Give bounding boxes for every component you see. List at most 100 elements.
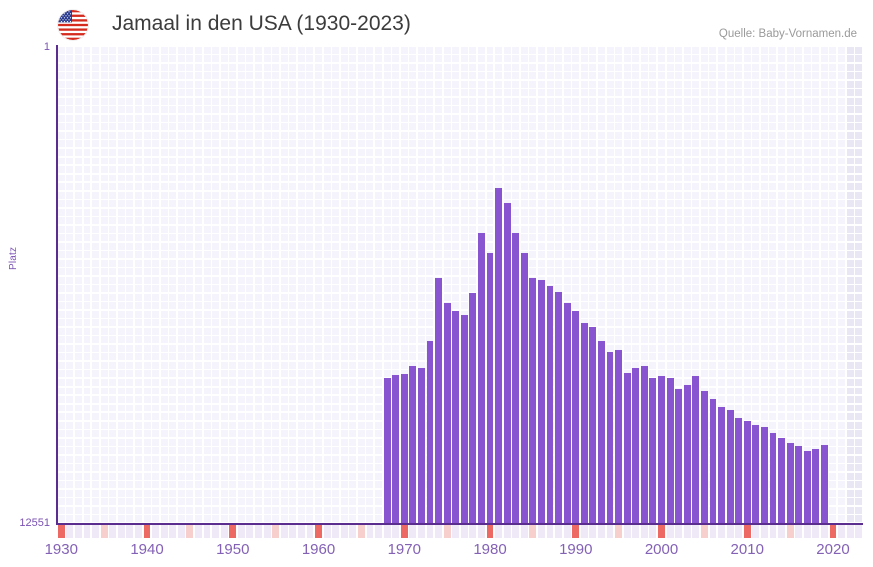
bar[interactable]: [409, 366, 417, 523]
bar[interactable]: [529, 278, 537, 523]
bar[interactable]: [666, 378, 674, 523]
gridline-horizontal: [57, 309, 863, 311]
bar[interactable]: [820, 445, 828, 523]
x-tick-minor: [83, 525, 91, 538]
gridline-horizontal: [57, 402, 863, 405]
bar[interactable]: [563, 303, 571, 523]
bar[interactable]: [709, 399, 717, 523]
bar[interactable]: [632, 368, 640, 523]
bar[interactable]: [683, 385, 691, 523]
x-axis-line: [56, 523, 863, 525]
bar[interactable]: [606, 352, 614, 523]
bar[interactable]: [392, 375, 400, 523]
gridline-horizontal: [57, 326, 863, 328]
x-tick-minor: [426, 525, 434, 538]
bar[interactable]: [546, 286, 554, 523]
bar[interactable]: [580, 323, 588, 523]
x-tick-minor: [443, 525, 451, 538]
gridline-horizontal: [57, 62, 863, 64]
bar[interactable]: [675, 389, 683, 523]
bar[interactable]: [649, 378, 657, 523]
x-tick-label: 2020: [816, 541, 850, 558]
bar[interactable]: [478, 233, 485, 523]
x-tick-minor: [152, 525, 160, 538]
bar[interactable]: [640, 366, 648, 523]
bar[interactable]: [623, 373, 631, 523]
bar[interactable]: [658, 376, 665, 523]
x-tick-minor: [838, 525, 845, 538]
bar[interactable]: [426, 341, 434, 523]
x-tick-minor: [563, 525, 571, 538]
bar[interactable]: [555, 292, 563, 523]
bar[interactable]: [512, 233, 520, 523]
gridline-horizontal: [57, 104, 863, 107]
bar[interactable]: [743, 421, 751, 523]
x-tick-major: [57, 525, 65, 538]
x-tick-minor: [92, 525, 99, 538]
y-tick-label-bottom: 12551: [19, 517, 50, 529]
bar[interactable]: [812, 449, 820, 523]
bar[interactable]: [520, 253, 528, 523]
bar[interactable]: [735, 418, 743, 523]
bar[interactable]: [400, 374, 408, 523]
bar[interactable]: [598, 341, 605, 523]
bar[interactable]: [495, 188, 502, 523]
gridline-horizontal: [57, 113, 863, 115]
bar[interactable]: [778, 438, 785, 523]
bar[interactable]: [615, 350, 623, 523]
gridline-horizontal: [57, 46, 863, 47]
x-tick-minor: [100, 525, 108, 538]
x-tick-minor: [520, 525, 528, 538]
x-tick-minor: [460, 525, 468, 538]
source-label: Quelle: Baby-Vornamen.de: [718, 28, 857, 40]
bar[interactable]: [469, 293, 477, 523]
x-tick-minor: [392, 525, 400, 538]
x-tick-minor: [195, 525, 202, 538]
bar[interactable]: [443, 303, 451, 523]
bar[interactable]: [700, 391, 708, 523]
bar[interactable]: [486, 253, 494, 523]
bar[interactable]: [452, 311, 460, 523]
bar[interactable]: [417, 368, 425, 523]
gridline-horizontal: [57, 207, 863, 209]
x-tick-minor: [255, 525, 262, 538]
gridline-horizontal: [57, 445, 863, 448]
bar[interactable]: [726, 410, 734, 523]
bar[interactable]: [760, 427, 768, 523]
bar[interactable]: [692, 376, 700, 523]
x-tick-minor: [769, 525, 777, 538]
x-tick-minor: [306, 525, 314, 538]
x-tick-minor: [169, 525, 177, 538]
bar[interactable]: [752, 425, 760, 523]
bar[interactable]: [803, 451, 811, 523]
gridline-horizontal: [57, 87, 863, 90]
gridline-horizontal: [57, 241, 863, 243]
bar[interactable]: [435, 278, 442, 523]
y-axis-title: Platz: [8, 246, 19, 270]
bar[interactable]: [460, 315, 468, 523]
x-tick-label: 2010: [730, 541, 764, 558]
bar[interactable]: [538, 280, 545, 523]
x-tick-minor: [820, 525, 828, 538]
x-tick-minor: [323, 525, 331, 538]
x-tick-minor: [177, 525, 185, 538]
bar[interactable]: [795, 446, 803, 523]
x-tick-minor: [503, 525, 511, 538]
bar[interactable]: [503, 203, 511, 523]
bar[interactable]: [786, 443, 794, 523]
gridline-horizontal: [57, 317, 863, 320]
x-tick-minor: [417, 525, 425, 538]
x-tick-minor: [212, 525, 220, 538]
bar[interactable]: [572, 311, 580, 523]
bar[interactable]: [769, 433, 777, 523]
bar[interactable]: [383, 378, 391, 523]
gridline-horizontal: [57, 479, 863, 482]
gridlines-layer: [57, 46, 863, 523]
x-tick-minor: [640, 525, 648, 538]
x-tick-minor: [75, 525, 82, 538]
x-tick-minor: [760, 525, 768, 538]
x-tick-minor: [332, 525, 340, 538]
gridline-horizontal: [57, 130, 863, 132]
bar[interactable]: [589, 327, 597, 523]
bar[interactable]: [718, 407, 725, 523]
